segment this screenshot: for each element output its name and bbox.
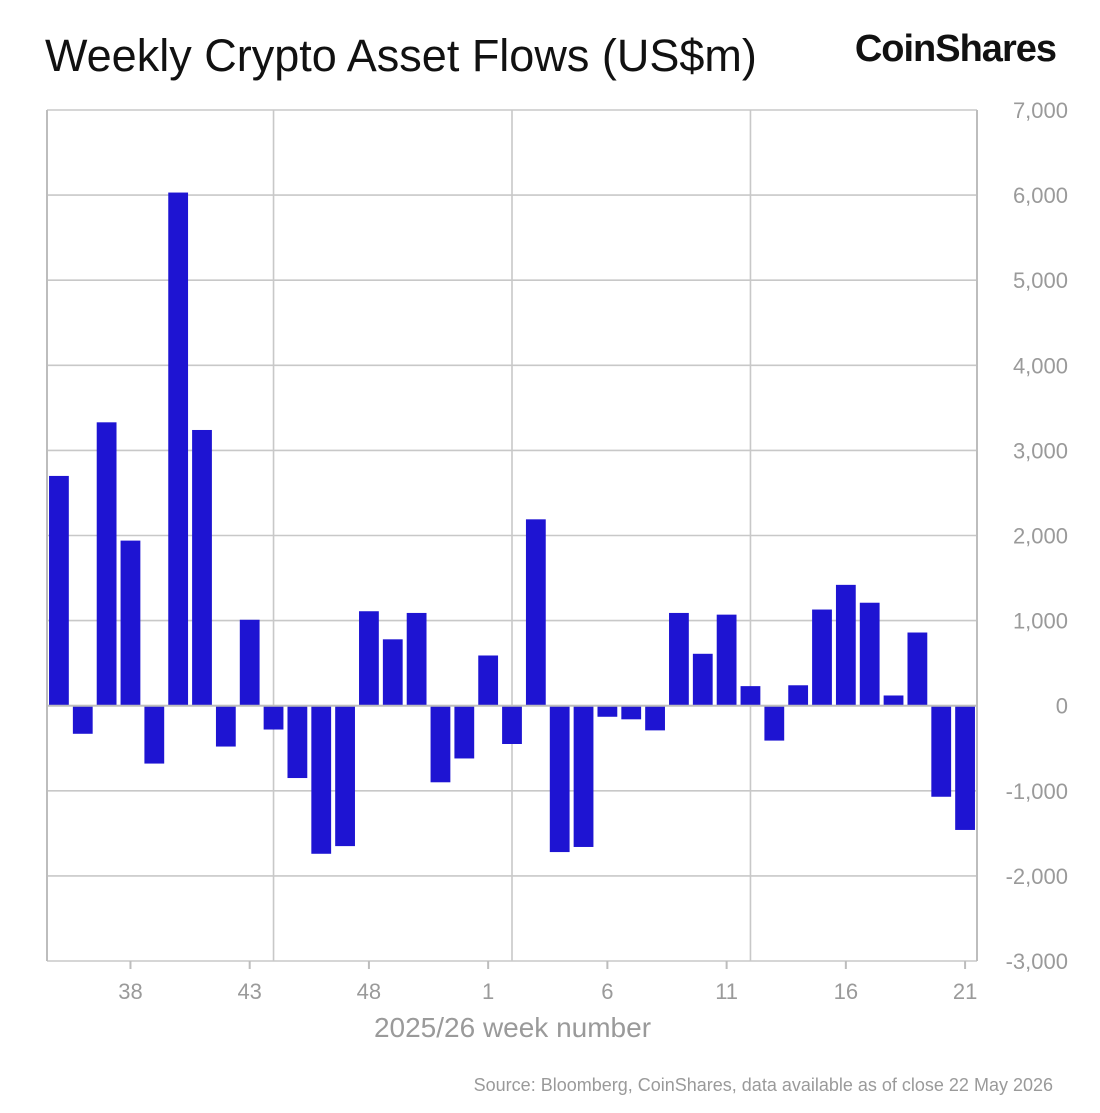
bar-week-4	[549, 705, 570, 853]
bar-week-45	[287, 705, 308, 779]
bar-week-35	[49, 475, 69, 706]
bar-week-11	[716, 614, 737, 706]
bar-week-52	[454, 705, 475, 759]
bar-week-1	[478, 655, 499, 706]
bar-week-2	[502, 705, 522, 744]
bar-week-38	[120, 540, 141, 706]
y-tick-label: 0	[1056, 694, 1068, 719]
bar-week-41	[192, 429, 212, 706]
bar-week-48	[359, 611, 379, 706]
bar-week-9	[669, 612, 689, 706]
y-tick-label: 1,000	[1013, 609, 1068, 634]
bar-week-49	[382, 639, 403, 706]
y-tick-label: -2,000	[1006, 864, 1068, 889]
x-axis-title: 2025/26 week number	[373, 1012, 652, 1043]
bar-week-8	[645, 705, 665, 731]
bar-week-37	[96, 422, 117, 706]
bar-week-46	[311, 705, 332, 854]
bar-week-12	[740, 686, 761, 706]
bar-week-18	[883, 695, 904, 706]
bars	[49, 192, 975, 854]
bar-week-42	[215, 705, 236, 747]
x-tick-label: 43	[237, 979, 261, 1004]
x-tick-label: 16	[834, 979, 858, 1004]
axes	[46, 110, 978, 969]
tick-labels: 7,000 6,000 5,000 4,000 3,000 2,000 1,000 0 -1,0…	[118, 98, 1068, 1004]
bar-week-51	[430, 705, 451, 783]
y-tick-label: 5,000	[1013, 268, 1068, 293]
bar-week-40	[168, 192, 189, 706]
bar-week-36	[72, 705, 93, 734]
y-tick-label: 2,000	[1013, 524, 1068, 549]
x-tick-label: 21	[953, 979, 977, 1004]
y-tick-label: 3,000	[1013, 438, 1068, 463]
bar-week-15	[812, 609, 832, 706]
y-tick-label: 7,000	[1013, 98, 1068, 123]
bar-week-6	[597, 705, 618, 717]
bar-week-16	[835, 584, 856, 706]
x-tick-label: 1	[482, 979, 494, 1004]
x-tick-label: 11	[715, 979, 738, 1004]
bar-week-43	[239, 619, 260, 706]
bar-week-14	[788, 685, 809, 706]
bar-week-5	[573, 705, 594, 847]
y-tick-label: 4,000	[1013, 353, 1068, 378]
bar-week-7	[621, 705, 642, 720]
bar-week-39	[144, 705, 165, 764]
bar-week-20	[931, 705, 952, 797]
x-tick-label: 6	[601, 979, 613, 1004]
chart-title: Weekly Crypto Asset Flows (US$m)	[45, 30, 757, 81]
y-tick-label: 6,000	[1013, 183, 1068, 208]
bar-week-50	[406, 612, 427, 706]
x-tick-label: 48	[357, 979, 381, 1004]
source-note: Source: Bloomberg, CoinShares, data avai…	[473, 1075, 1053, 1095]
bar-week-13	[764, 705, 785, 741]
x-tick-label: 38	[118, 979, 142, 1004]
bar-week-44	[263, 705, 284, 730]
bar-week-47	[335, 705, 355, 847]
y-tick-label: -1,000	[1006, 779, 1068, 804]
bar-week-3	[525, 519, 546, 706]
y-tick-label: -3,000	[1006, 949, 1068, 974]
coinshares-logo: CoinShares	[854, 28, 1057, 70]
bar-week-10	[692, 653, 713, 706]
bar-week-19	[907, 632, 928, 706]
bar-week-17	[859, 602, 880, 706]
bar-week-21	[955, 705, 975, 830]
